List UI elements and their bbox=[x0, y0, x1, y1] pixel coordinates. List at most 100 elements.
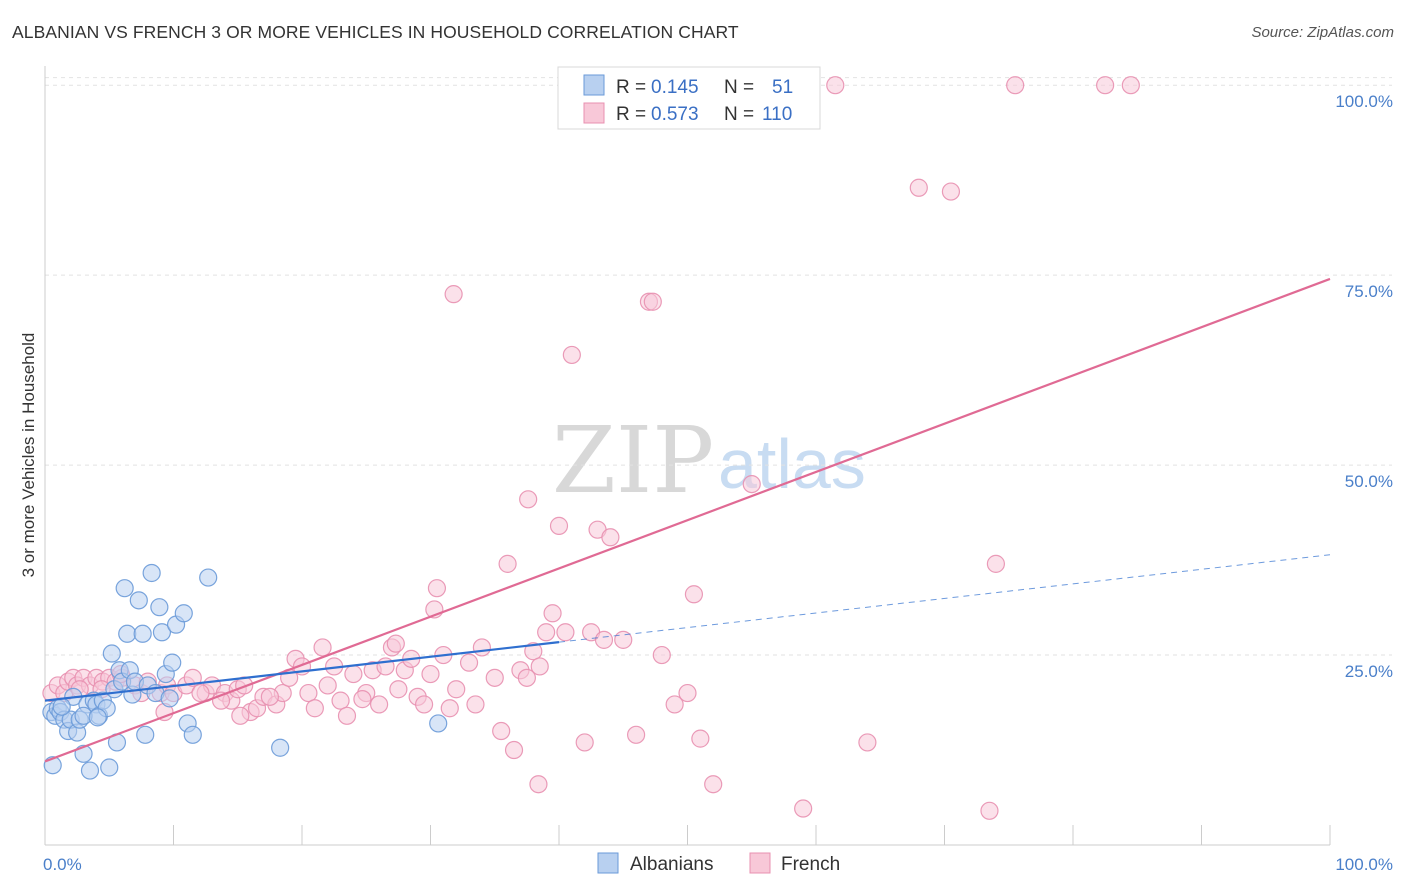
french-point bbox=[543, 604, 562, 623]
french-point bbox=[1121, 76, 1140, 95]
french-point bbox=[601, 528, 620, 547]
bottom-legend-swatch-french bbox=[749, 852, 771, 874]
y-tick-label: 25.0% bbox=[1345, 662, 1393, 681]
french-point bbox=[299, 683, 318, 703]
french-point bbox=[344, 664, 363, 684]
french-point bbox=[678, 683, 697, 703]
albanian-point bbox=[163, 653, 182, 672]
albanian-point bbox=[88, 708, 107, 727]
legend-n-value-french: 110 bbox=[762, 104, 792, 125]
albanian-point bbox=[429, 714, 448, 733]
french-point bbox=[742, 474, 761, 494]
albanian-point bbox=[133, 624, 152, 643]
french-point bbox=[472, 638, 491, 657]
french-point bbox=[529, 775, 548, 794]
french-point bbox=[444, 285, 463, 304]
french-point bbox=[421, 664, 440, 684]
french-point bbox=[313, 638, 332, 657]
french-point bbox=[530, 657, 549, 676]
french-point bbox=[440, 699, 459, 718]
french-point bbox=[414, 695, 434, 714]
legend: R = 0.145 N = 51 R = 0.573 N = 110 bbox=[557, 66, 821, 130]
legend-r-label: R = bbox=[616, 77, 646, 98]
french-point bbox=[504, 740, 524, 760]
french-point bbox=[665, 695, 684, 714]
x-tick-label-min: 0.0% bbox=[43, 855, 82, 874]
french-point bbox=[524, 642, 543, 661]
french-point bbox=[549, 516, 569, 535]
french-point bbox=[427, 579, 447, 598]
french-point bbox=[492, 721, 511, 741]
albanian-trend-line bbox=[44, 641, 560, 702]
albanian-point bbox=[199, 568, 218, 587]
y-tick-label: 75.0% bbox=[1345, 282, 1393, 301]
y-axis-title: 3 or more Vehicles in Household bbox=[19, 333, 38, 578]
legend-n-label: N = bbox=[724, 77, 754, 98]
albanian-point bbox=[183, 725, 202, 744]
albanian-point bbox=[52, 697, 71, 716]
chart-title: ALBANIAN VS FRENCH 3 OR MORE VEHICLES IN… bbox=[12, 22, 739, 42]
albanian-point bbox=[142, 563, 161, 583]
albanian-point bbox=[152, 623, 172, 642]
french-point bbox=[459, 653, 479, 672]
french-point bbox=[517, 668, 536, 687]
albanian-point bbox=[80, 761, 100, 780]
french-point bbox=[318, 676, 337, 695]
french-point bbox=[626, 725, 646, 744]
bottom-legend-label-french: French bbox=[781, 854, 840, 875]
french-point bbox=[498, 554, 517, 573]
legend-r-value-french: 0.573 bbox=[651, 104, 699, 125]
french-point bbox=[331, 691, 350, 710]
legend-n-value-albanians: 51 bbox=[772, 77, 793, 98]
french-point bbox=[386, 634, 405, 653]
legend-r-value-albanians: 0.145 bbox=[651, 77, 699, 98]
french-point bbox=[858, 733, 877, 752]
x-tick-label-max: 100.0% bbox=[1335, 855, 1393, 874]
albanian-point bbox=[271, 738, 290, 757]
gridlines bbox=[45, 77, 1392, 656]
chart-source: Source: ZipAtlas.com bbox=[1251, 24, 1394, 41]
watermark-zip: ZIP bbox=[552, 407, 714, 514]
french-trend-line bbox=[44, 277, 1331, 763]
albanian-point bbox=[100, 758, 119, 777]
bottom-legend: Albanians French bbox=[597, 852, 840, 875]
french-point bbox=[562, 345, 581, 365]
french-point bbox=[353, 690, 372, 709]
albanian-point bbox=[118, 624, 137, 643]
french-point bbox=[684, 585, 704, 604]
albanian-point bbox=[129, 591, 148, 610]
watermark-atlas: atlas bbox=[718, 425, 866, 503]
french-point bbox=[575, 733, 594, 752]
french-point bbox=[704, 775, 723, 794]
legend-swatch-albanians bbox=[583, 74, 605, 96]
albanian-point bbox=[136, 725, 155, 744]
french-point bbox=[485, 668, 504, 687]
french-point bbox=[466, 695, 485, 714]
y-tick-label: 50.0% bbox=[1345, 472, 1393, 491]
albanian-point bbox=[150, 598, 169, 617]
french-point bbox=[305, 699, 324, 718]
legend-n-label: N = bbox=[724, 104, 754, 125]
legend-r-label: R = bbox=[616, 104, 646, 125]
french-point bbox=[794, 799, 813, 818]
albanian-trend-extension bbox=[558, 554, 1331, 643]
french-point bbox=[909, 178, 928, 197]
french-point bbox=[183, 668, 202, 687]
bottom-legend-swatch-albanians bbox=[597, 852, 619, 874]
french-point bbox=[519, 490, 538, 509]
albanian-point bbox=[174, 604, 193, 623]
french-point bbox=[191, 683, 210, 703]
french-points bbox=[42, 76, 1140, 820]
trend-lines bbox=[44, 277, 1331, 763]
y-tick-label: 100.0% bbox=[1335, 92, 1393, 111]
albanian-point bbox=[160, 689, 179, 708]
albanian-point bbox=[102, 644, 121, 663]
french-point bbox=[556, 623, 575, 642]
french-point bbox=[231, 706, 250, 725]
french-point bbox=[594, 630, 614, 649]
french-point bbox=[826, 76, 845, 95]
french-point bbox=[389, 680, 408, 699]
french-point bbox=[1006, 76, 1025, 95]
french-point bbox=[941, 182, 961, 201]
